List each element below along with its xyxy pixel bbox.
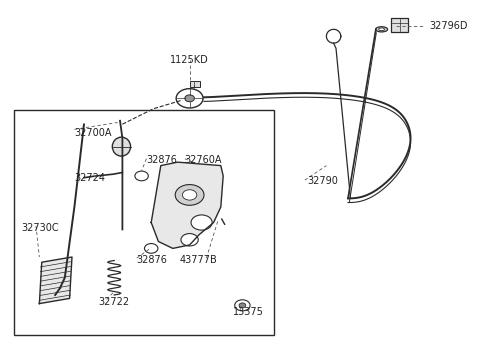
Ellipse shape	[379, 28, 384, 31]
Polygon shape	[39, 257, 72, 304]
Text: 32730C: 32730C	[22, 223, 59, 233]
Text: 1125KD: 1125KD	[170, 56, 209, 65]
FancyBboxPatch shape	[391, 18, 408, 32]
Bar	[14, 110, 274, 335]
Ellipse shape	[112, 137, 131, 156]
Circle shape	[191, 215, 212, 230]
Polygon shape	[151, 162, 223, 248]
Text: 32796D: 32796D	[430, 21, 468, 31]
Text: 32700A: 32700A	[74, 128, 112, 138]
Circle shape	[181, 234, 198, 246]
Ellipse shape	[376, 27, 388, 32]
Circle shape	[182, 190, 197, 200]
Text: 32760A: 32760A	[185, 156, 222, 165]
Text: 32876: 32876	[137, 256, 168, 265]
Circle shape	[135, 171, 148, 181]
Text: 43777B: 43777B	[180, 256, 218, 265]
Text: 13375: 13375	[233, 307, 264, 317]
Circle shape	[185, 95, 194, 102]
Circle shape	[175, 185, 204, 205]
Circle shape	[235, 300, 250, 311]
Text: 32724: 32724	[74, 173, 106, 183]
Text: 32790: 32790	[307, 176, 338, 186]
Text: 32876: 32876	[146, 156, 177, 165]
Circle shape	[144, 244, 158, 253]
FancyBboxPatch shape	[190, 81, 200, 87]
Text: 32722: 32722	[98, 297, 130, 307]
Circle shape	[176, 89, 203, 108]
Circle shape	[239, 303, 246, 308]
